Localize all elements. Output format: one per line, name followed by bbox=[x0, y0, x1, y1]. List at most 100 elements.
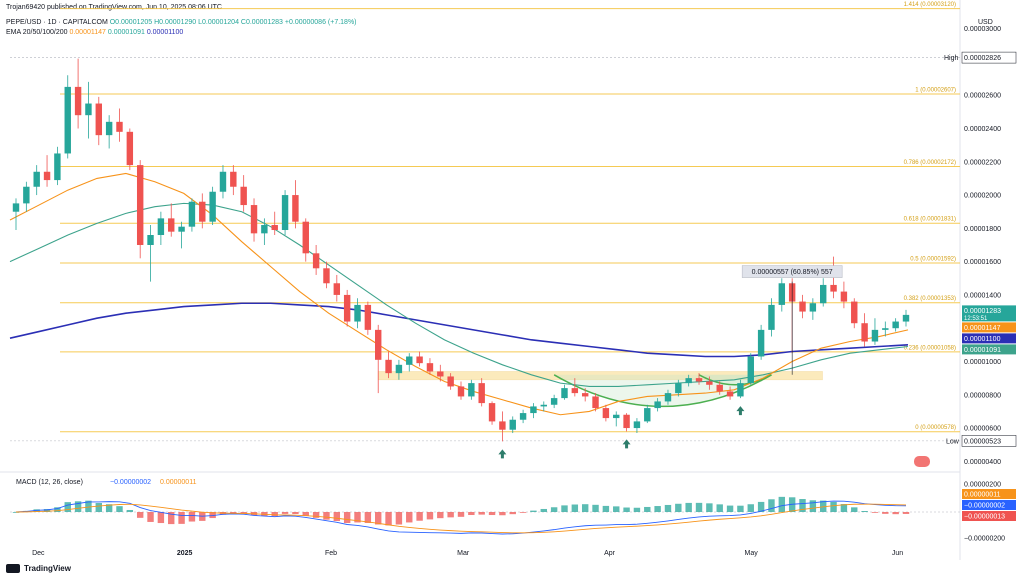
y-tick-label: 0.00001800 bbox=[964, 226, 1001, 233]
y-tick-label: 0.00003000 bbox=[964, 26, 1001, 33]
candle-body bbox=[447, 376, 454, 387]
candle-body bbox=[468, 383, 475, 397]
macd-histogram-bar bbox=[323, 512, 330, 520]
candle-body bbox=[457, 386, 465, 397]
macd-histogram-bar bbox=[271, 512, 278, 517]
candle-body bbox=[437, 371, 444, 377]
price-tag bbox=[962, 333, 1016, 344]
y-tick-label: 0.00002000 bbox=[964, 193, 1001, 200]
macd-histogram-bar bbox=[799, 499, 806, 512]
y-tick-label: 0.00001600 bbox=[964, 259, 1001, 266]
macd-histogram-bar bbox=[851, 507, 858, 512]
macd-histogram-bar bbox=[105, 504, 113, 512]
macd-histogram-bar bbox=[757, 501, 765, 512]
candle-body bbox=[840, 291, 848, 302]
macd-tag bbox=[962, 500, 1016, 510]
candle-body bbox=[323, 268, 330, 284]
macd-histogram-bar bbox=[312, 512, 320, 518]
fib-level-label: 0 (0.00000578) bbox=[915, 425, 956, 431]
macd-histogram-bar bbox=[654, 506, 661, 512]
macd-histogram-bar bbox=[12, 512, 20, 513]
macd-histogram-bar bbox=[623, 507, 630, 512]
candle-body bbox=[23, 186, 30, 204]
macd-histogram-bar bbox=[499, 512, 506, 516]
macd-histogram-bar bbox=[43, 509, 51, 512]
price-tag-label: 0.00001283 bbox=[964, 308, 1001, 315]
macd-line bbox=[15, 500, 907, 535]
macd-histogram-bar bbox=[375, 512, 382, 525]
candle-body bbox=[364, 304, 372, 330]
fib-level-label: 1.414 (0.00003120) bbox=[904, 2, 956, 8]
ema-legend[interactable]: EMA 20/50/100/200 0.00001147 0.00001091 … bbox=[6, 29, 183, 36]
macd-histogram-bar bbox=[426, 512, 434, 520]
low-label: Low bbox=[946, 438, 960, 445]
candle-body bbox=[768, 304, 775, 330]
y-tick-label: 0.00002600 bbox=[964, 93, 1001, 100]
x-tick-label: May bbox=[745, 550, 759, 557]
candle-body bbox=[757, 329, 765, 357]
macd-histogram-bar bbox=[136, 512, 144, 518]
ema-legend-label: EMA 20/50/100/200 bbox=[6, 29, 68, 36]
brand-name: TradingView bbox=[24, 564, 71, 573]
macd-histogram-bar bbox=[95, 503, 102, 512]
fib-level-label: 0.5 (0.00001592) bbox=[910, 256, 956, 262]
flag-icon bbox=[914, 456, 930, 467]
x-tick-label: Jun bbox=[892, 550, 903, 557]
candle-body bbox=[395, 364, 403, 374]
macd-label: MACD (12, 26, close) bbox=[16, 479, 83, 486]
candle-body bbox=[726, 391, 734, 397]
x-tick-label: Mar bbox=[457, 550, 470, 557]
candle-body bbox=[851, 301, 858, 324]
x-tick-label: Feb bbox=[325, 550, 337, 557]
macd-histogram-bar bbox=[550, 507, 558, 512]
macd-histogram-bar bbox=[685, 502, 692, 512]
macd-y-tick: −0.00000200 bbox=[964, 536, 1005, 543]
candle-body bbox=[685, 378, 692, 384]
candle-body bbox=[126, 131, 134, 166]
macd-value-2: 0.00000011 bbox=[160, 479, 197, 486]
candle-body bbox=[892, 321, 899, 329]
price-tag-countdown: 12:53:51 bbox=[964, 316, 988, 322]
macd-histogram-bar bbox=[364, 512, 372, 523]
candle-body bbox=[375, 329, 382, 360]
macd-histogram-bar bbox=[695, 502, 703, 512]
macd-histogram-bar bbox=[168, 512, 175, 525]
candle-body bbox=[747, 356, 754, 384]
candle-body bbox=[716, 384, 723, 392]
macd-histogram-bar bbox=[644, 506, 651, 512]
macd-tag-label: 0.00000011 bbox=[964, 492, 1001, 499]
candle-body bbox=[302, 221, 309, 254]
x-tick-label: Apr bbox=[604, 550, 616, 557]
macd-histogram-bar bbox=[281, 512, 289, 514]
candle-body bbox=[664, 393, 672, 402]
candle-body bbox=[147, 235, 154, 245]
symbol-name[interactable]: PEPE/USD · 1D · CAPITALCOM bbox=[6, 19, 108, 26]
macd-histogram-bar bbox=[509, 512, 516, 515]
candle-body bbox=[799, 301, 806, 312]
candle-body bbox=[250, 205, 258, 234]
candle-body bbox=[199, 201, 206, 222]
buy-arrow-icon bbox=[622, 439, 631, 449]
macd-histogram-bar bbox=[343, 512, 351, 523]
macd-histogram-bar bbox=[820, 500, 827, 512]
macd-histogram-bar bbox=[447, 512, 454, 518]
y-tick-label: 0.00002200 bbox=[964, 159, 1001, 166]
candle-body bbox=[12, 203, 20, 212]
macd-histogram-bar bbox=[861, 511, 868, 512]
macd-histogram-bar bbox=[74, 501, 82, 512]
macd-histogram-bar bbox=[85, 500, 92, 512]
macd-histogram-bar bbox=[592, 504, 599, 512]
macd-histogram-bar bbox=[292, 512, 299, 515]
macd-histogram-bar bbox=[230, 512, 237, 514]
candle-body bbox=[592, 396, 599, 409]
y-tick-label: 0.00001000 bbox=[964, 359, 1001, 366]
price-tag-label: 0.00001100 bbox=[964, 336, 1001, 343]
macd-histogram-bar bbox=[602, 505, 610, 512]
candle-body bbox=[695, 378, 703, 382]
publisher-line: Trojan69420 published on TradingView.com… bbox=[6, 4, 222, 11]
macd-histogram-bar bbox=[737, 505, 744, 512]
macd-histogram-bar bbox=[178, 512, 185, 524]
macd-histogram-bar bbox=[726, 505, 734, 512]
macd-histogram-bar bbox=[416, 512, 423, 521]
